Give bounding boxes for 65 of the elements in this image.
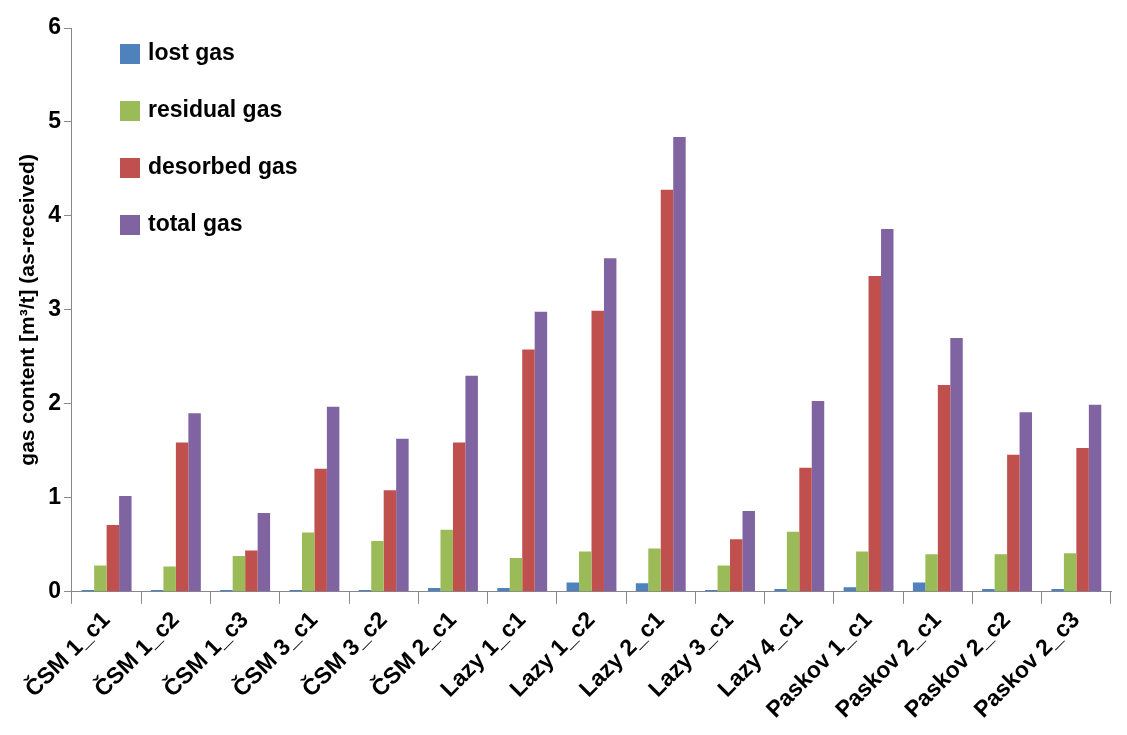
bar: [1019, 412, 1033, 592]
bar: [635, 583, 649, 592]
bar: [522, 349, 535, 592]
y-tick-label: 0: [48, 577, 61, 604]
bar: [881, 229, 894, 592]
y-tick-label: 1: [48, 483, 62, 510]
bar: [314, 468, 327, 592]
bar: [163, 566, 176, 592]
y-tick-label: 4: [48, 201, 62, 228]
bar: [843, 587, 857, 592]
bar: [106, 525, 120, 592]
bar: [868, 276, 882, 592]
bar: [257, 512, 271, 592]
y-axis-title: gas content [m³/t] (as-received): [15, 154, 39, 466]
legend-label: desorbed gas: [147, 153, 298, 180]
bar: [603, 258, 617, 592]
bar: [440, 529, 453, 592]
bar: [591, 310, 604, 592]
bar: [232, 556, 246, 592]
bar: [673, 137, 686, 592]
bar: [982, 589, 995, 592]
bar: [742, 511, 755, 592]
bar: [245, 550, 258, 592]
bar: [1076, 448, 1089, 592]
bar: [937, 385, 951, 592]
bar: [856, 551, 869, 592]
bar: [774, 589, 787, 592]
bar: [717, 565, 731, 592]
bar: [175, 442, 189, 592]
legend-label: lost gas: [147, 39, 235, 66]
bar: [1088, 404, 1102, 592]
bar: [188, 413, 201, 592]
bar: [811, 401, 825, 592]
bar: [94, 565, 107, 592]
bar: [648, 548, 661, 592]
bar: [925, 554, 938, 592]
bar: [1007, 454, 1020, 592]
bar: [730, 539, 743, 592]
bar: [119, 495, 132, 592]
bar: [534, 311, 548, 592]
bar: [1051, 589, 1064, 592]
y-tick-label: 3: [48, 295, 61, 322]
bar: [799, 467, 812, 592]
bar: [786, 531, 800, 592]
y-tick-label: 6: [48, 13, 61, 40]
bar: [452, 442, 466, 592]
legend-label: total gas: [147, 210, 243, 237]
bar: [509, 557, 523, 592]
bar: [396, 438, 409, 592]
bar: [371, 541, 384, 592]
bar: [383, 490, 397, 592]
bar: [579, 551, 592, 592]
legend-label: residual gas: [147, 96, 283, 123]
bar: [1063, 553, 1077, 592]
bar: [497, 588, 510, 592]
bar: [912, 582, 926, 592]
bar: [301, 532, 315, 592]
bar: [950, 338, 963, 592]
y-tick-label: 2: [48, 389, 61, 416]
bar: [566, 582, 580, 592]
bar: [465, 375, 478, 592]
y-tick-label: 5: [48, 107, 62, 134]
bar: [994, 554, 1008, 592]
bar: [326, 406, 340, 592]
bar: [660, 189, 674, 592]
